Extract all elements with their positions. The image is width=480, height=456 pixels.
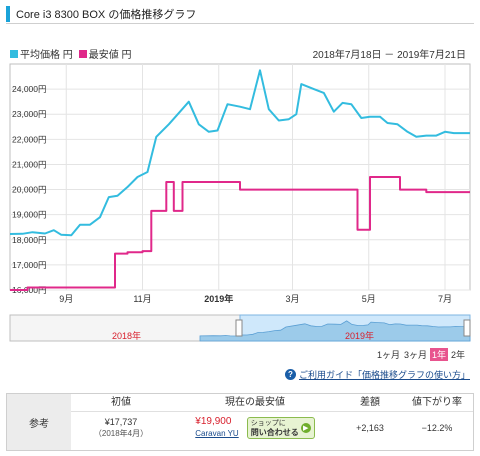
- y-tick-label: 24,000円: [12, 84, 47, 94]
- diff-header: 差額: [339, 394, 401, 412]
- legend-min-label: 最安値 円: [88, 50, 132, 61]
- drop-col: 値下がり率 −12.2%: [401, 394, 473, 450]
- chart-legend: 平均価格 円 最安値 円: [10, 46, 132, 61]
- y-tick-label: 18,000円: [12, 235, 47, 245]
- x-tick-label: 3月: [285, 294, 299, 304]
- x-tick-label: 2019年: [204, 293, 233, 304]
- y-tick-label: 19,000円: [12, 210, 47, 220]
- contact-shop-button[interactable]: ショップに 問い合わせる ▶: [246, 417, 315, 439]
- initial-price-col: 初値 ¥17,737 （2018年4月）: [71, 394, 171, 450]
- usage-guide-text[interactable]: ご利用ガイド「価格推移グラフの使い方」: [298, 370, 470, 380]
- x-tick-label: 9月: [59, 294, 73, 304]
- legend-min-swatch: [78, 49, 87, 58]
- period-2y[interactable]: 2年: [450, 350, 465, 360]
- avg-price-line: [9, 69, 470, 237]
- navigator-label-2018: 2018年: [112, 330, 141, 341]
- drop-header: 値下がり率: [401, 394, 473, 412]
- navigator-handle-left[interactable]: [235, 319, 243, 337]
- legend-avg[interactable]: 平均価格 円: [10, 46, 73, 61]
- period-1y[interactable]: 1年: [429, 348, 448, 361]
- y-tick-label: 22,000円: [12, 134, 47, 144]
- contact-shop-line1: ショップに: [250, 420, 286, 427]
- current-value: ¥19,900: [195, 416, 232, 427]
- question-icon: ?: [284, 369, 296, 380]
- y-tick-label: 21,000円: [12, 159, 47, 169]
- range-navigator[interactable]: 2018年 2019年: [9, 314, 471, 342]
- shop-link[interactable]: Caravan YU: [195, 429, 239, 438]
- navigator-series: [199, 320, 471, 342]
- usage-guide-link[interactable]: ? ご利用ガイド「価格推移グラフの使い方」: [284, 368, 470, 381]
- initial-header: 初値: [71, 394, 171, 412]
- period-3m[interactable]: 3ヶ月: [403, 350, 427, 360]
- x-tick-label: 11月: [133, 294, 151, 304]
- y-tick-label: 16,000円: [12, 285, 47, 295]
- diff-value: +2,163: [356, 423, 384, 433]
- min-price-line: [10, 176, 470, 291]
- current-price-col: 現在の最安値 ¥19,900 Caravan YU ショップに 問い合わせる ▶: [171, 394, 339, 450]
- legend-avg-swatch: [10, 49, 18, 58]
- summary-row-label: 参考: [7, 394, 71, 450]
- period-selector: 1ヶ月 3ヶ月 1年 2年: [376, 348, 466, 361]
- page-header: Core i3 8300 BOX の価格推移グラフ: [6, 4, 474, 24]
- current-header: 現在の最安値: [171, 394, 339, 412]
- y-axis-ticks: 16,000円 17,000円 18,000円 19,000円 20,000円 21,00…: [12, 84, 47, 295]
- series-lines: [9, 69, 470, 291]
- price-summary: 参考 初値 ¥17,737 （2018年4月） 現在の最安値 ¥19,900 C…: [6, 393, 474, 451]
- diff-col: 差額 +2,163: [339, 394, 401, 450]
- initial-note: （2018年4月）: [93, 429, 149, 438]
- x-tick-label: 5月: [362, 294, 376, 304]
- period-1m[interactable]: 1ヶ月: [376, 350, 400, 360]
- navigator-label-2019: 2019年: [345, 330, 374, 341]
- page-title: Core i3 8300 BOX の価格推移グラフ: [16, 8, 197, 21]
- x-tick-label: 7月: [438, 294, 452, 304]
- y-tick-label: 20,000円: [12, 185, 47, 195]
- arrow-right-icon: ▶: [300, 423, 311, 433]
- legend-min[interactable]: 最安値 円: [78, 46, 132, 61]
- date-range: 2018年7月18日 － 2019年7月21日: [312, 50, 466, 61]
- x-axis-ticks: 9月 11月 2019年 3月 5月 7月: [59, 293, 452, 304]
- price-chart[interactable]: 16,000円 17,000円 18,000円 19,000円 20,000円 21,00…: [0, 0, 480, 346]
- navigator-handle-right[interactable]: [463, 319, 471, 337]
- y-tick-label: 23,000円: [12, 109, 47, 119]
- drop-value: −12.2%: [421, 423, 453, 433]
- y-tick-label: 17,000円: [12, 260, 47, 270]
- contact-shop-line2: 問い合わせる: [250, 428, 299, 437]
- initial-value: ¥17,737: [104, 417, 138, 427]
- legend-avg-label: 平均価格 円: [20, 50, 73, 61]
- header-accent-bar: [6, 5, 10, 22]
